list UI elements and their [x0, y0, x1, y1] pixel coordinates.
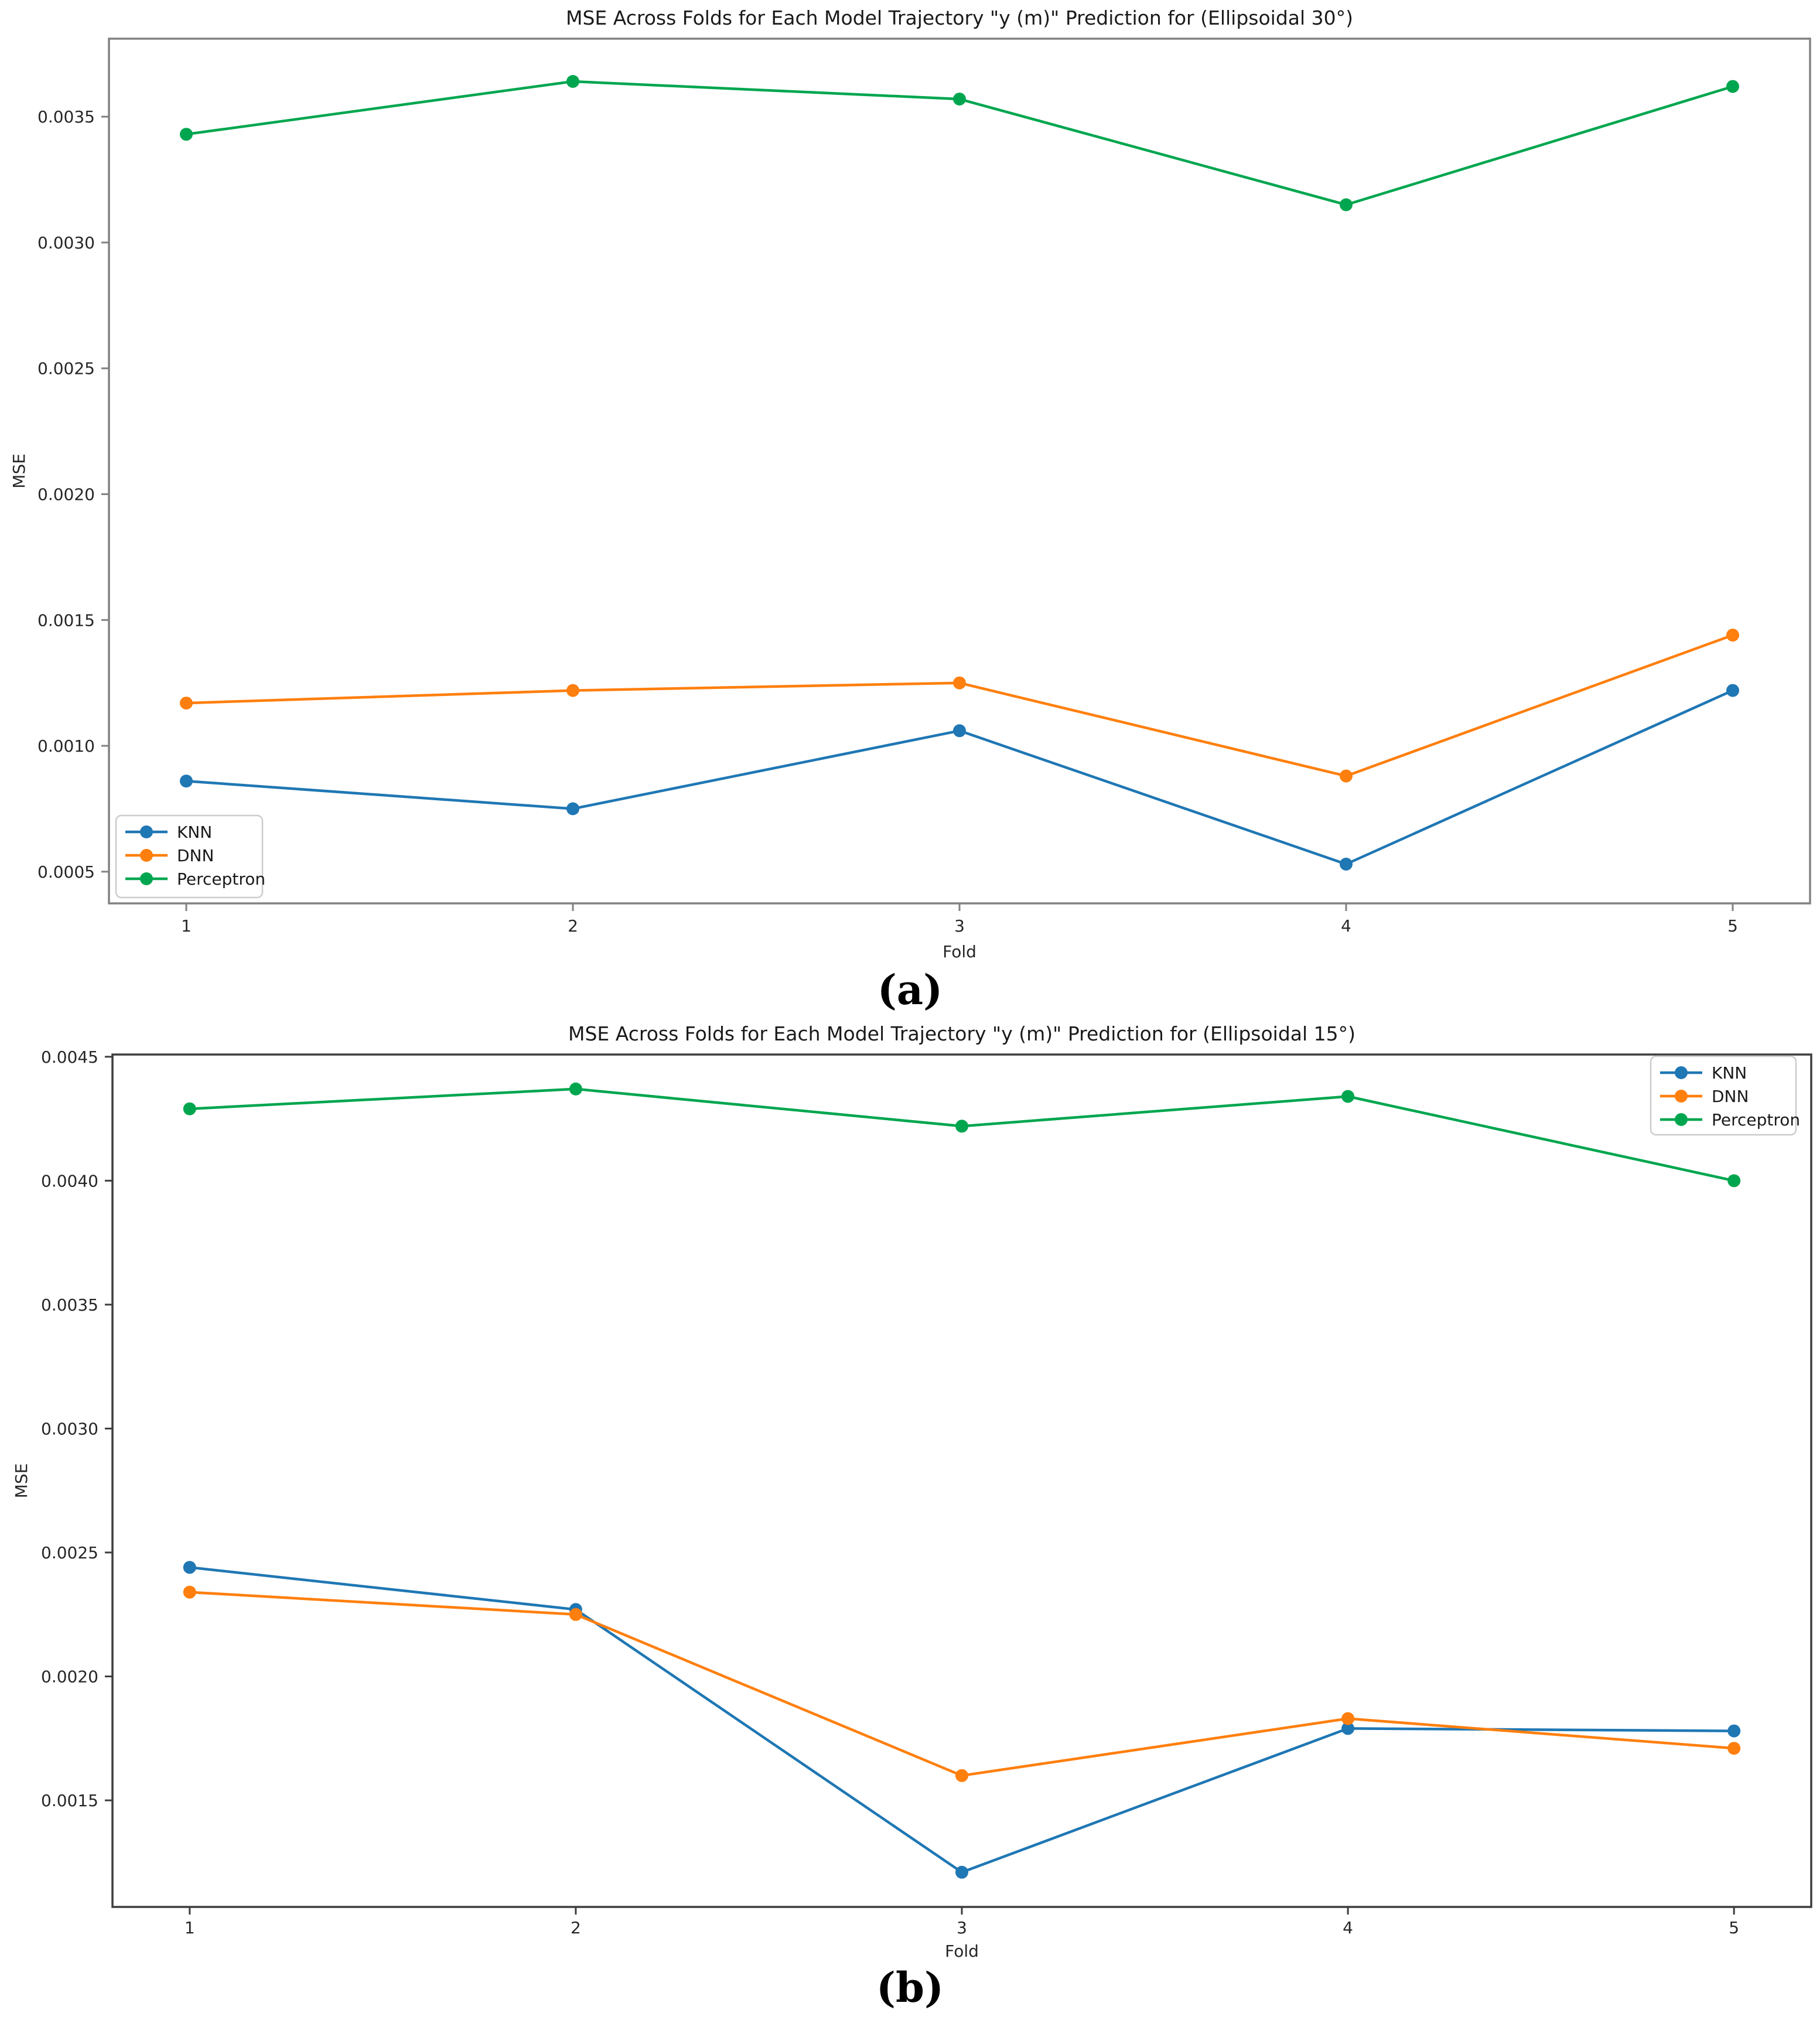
- y-tick-label: 0.0025: [37, 359, 95, 378]
- x-tick-label: 1: [181, 916, 192, 936]
- chart-b: MSE Across Folds for Each Model Trajecto…: [12, 1022, 1812, 1961]
- legend-marker-dot-perceptron: [140, 872, 153, 885]
- y-tick-label: 0.0025: [41, 1543, 98, 1562]
- data-point-perceptron: [1340, 198, 1353, 211]
- y-tick-label: 0.0040: [41, 1171, 98, 1190]
- x-tick-label: 4: [1341, 916, 1351, 936]
- x-tick-label: 4: [1343, 1918, 1353, 1937]
- data-point-dnn: [953, 676, 966, 690]
- data-point-perceptron: [1727, 1174, 1741, 1188]
- y-tick-label: 0.0035: [37, 107, 95, 127]
- legend-marker-dot-dnn: [1675, 1090, 1688, 1103]
- data-point-knn: [1726, 684, 1739, 697]
- series-line-perceptron: [189, 1087, 1734, 1182]
- data-point-perceptron: [955, 1120, 968, 1133]
- y-tick-label: 0.0005: [37, 862, 95, 882]
- data-point-perceptron: [1341, 1090, 1355, 1103]
- legend-label-perceptron: Perceptron: [1712, 1110, 1800, 1130]
- data-point-dnn: [1726, 629, 1739, 642]
- legend-label-perceptron: Perceptron: [177, 869, 265, 889]
- y-tick-label: 0.0015: [37, 610, 95, 630]
- chart-title: MSE Across Folds for Each Model Trajecto…: [568, 1022, 1355, 1045]
- caption-a: (a): [877, 965, 943, 1014]
- data-point-perceptron: [183, 1102, 196, 1115]
- x-tick-label: 5: [1729, 1918, 1739, 1937]
- legend-box: [1650, 1055, 1797, 1136]
- x-tick-label: 3: [954, 916, 965, 936]
- series-line-dnn: [186, 633, 1733, 777]
- data-point-dnn: [180, 697, 193, 710]
- chart-a: MSE Across Folds for Each Model Trajecto…: [9, 6, 1811, 961]
- x-tick-label: 2: [568, 916, 578, 936]
- chart-title: MSE Across Folds for Each Model Trajecto…: [566, 6, 1353, 29]
- x-tick-label: 1: [185, 1918, 195, 1937]
- data-point-knn: [180, 774, 193, 788]
- data-point-perceptron: [569, 1082, 582, 1096]
- data-point-perceptron: [180, 128, 193, 141]
- data-point-knn: [955, 1865, 968, 1879]
- data-point-dnn: [183, 1585, 196, 1599]
- data-point-dnn: [1340, 769, 1353, 783]
- data-point-perceptron: [953, 93, 966, 106]
- data-point-knn: [183, 1561, 196, 1574]
- x-tick-label: 5: [1727, 916, 1738, 936]
- data-point-knn: [1727, 1724, 1741, 1738]
- legend-marker-dot-perceptron: [1675, 1113, 1688, 1126]
- legend-marker-dot-dnn: [140, 849, 153, 862]
- y-axis-label: MSE: [12, 1463, 31, 1499]
- data-point-dnn: [566, 684, 579, 697]
- x-axis-label: Fold: [943, 942, 976, 961]
- plot-border: [108, 37, 1811, 905]
- legend-label-knn: KNN: [1712, 1063, 1747, 1083]
- y-tick-label: 0.0045: [41, 1047, 98, 1067]
- y-tick-label: 0.0015: [41, 1791, 98, 1810]
- data-point-knn: [1341, 1722, 1355, 1735]
- series-line-dnn: [189, 1591, 1734, 1777]
- x-axis-label: Fold: [945, 1941, 979, 1961]
- legend-label-dnn: DNN: [1712, 1087, 1749, 1106]
- data-point-knn: [1340, 858, 1353, 871]
- y-tick-label: 0.0030: [37, 233, 95, 252]
- x-tick-label: 3: [957, 1918, 967, 1937]
- y-axis-label: MSE: [9, 453, 29, 489]
- data-point-knn: [953, 724, 966, 738]
- series-line-knn: [186, 689, 1733, 866]
- data-point-perceptron: [566, 75, 579, 88]
- data-point-knn: [566, 802, 579, 815]
- y-tick-label: 0.0010: [37, 736, 95, 756]
- legend-marker-dot-knn: [1675, 1066, 1688, 1079]
- y-tick-label: 0.0020: [37, 485, 95, 504]
- caption-b: (b): [876, 1963, 944, 2012]
- legend-marker-dot-knn: [140, 825, 153, 838]
- y-tick-label: 0.0020: [41, 1667, 98, 1687]
- data-point-dnn: [1727, 1742, 1741, 1755]
- y-tick-label: 0.0035: [41, 1295, 98, 1315]
- legend-label-knn: KNN: [177, 823, 212, 842]
- x-tick-label: 2: [571, 1918, 581, 1937]
- data-point-dnn: [569, 1608, 582, 1621]
- data-point-dnn: [1341, 1712, 1355, 1725]
- data-point-perceptron: [1726, 80, 1739, 93]
- legend-label-dnn: DNN: [177, 846, 214, 865]
- y-tick-label: 0.0030: [41, 1419, 98, 1438]
- data-point-dnn: [955, 1769, 968, 1782]
- series-line-knn: [189, 1566, 1734, 1874]
